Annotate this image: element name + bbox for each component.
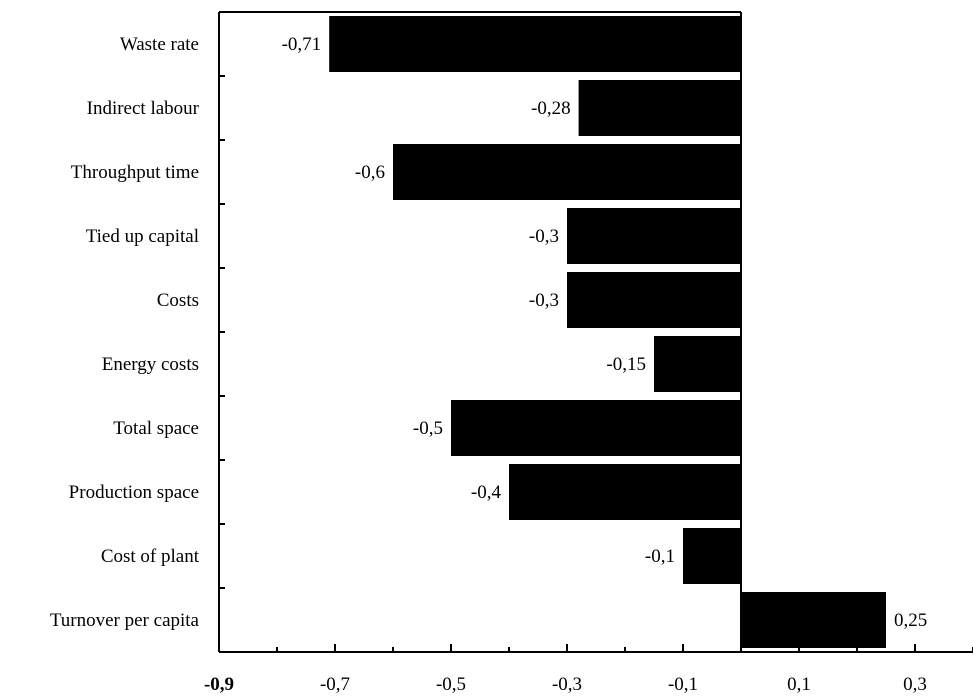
data-label: -0,4	[471, 482, 502, 503]
data-label: 0,25	[894, 610, 927, 631]
category-label: Costs	[157, 290, 199, 311]
data-label: -0,5	[413, 418, 443, 439]
x-tick-label: -0,5	[436, 674, 466, 695]
category-label: Throughput time	[71, 162, 199, 183]
data-label: -0,3	[529, 226, 559, 247]
bar-production-space	[509, 464, 741, 520]
data-label: -0,15	[606, 354, 646, 375]
bar-waste-rate	[329, 16, 741, 72]
category-label: Waste rate	[120, 34, 199, 55]
bar-indirect-labour	[578, 80, 741, 136]
category-label: Energy costs	[102, 354, 199, 375]
x-tick-label: -0,7	[320, 674, 350, 695]
bar-cost-of-plant	[683, 528, 741, 584]
bar-tied-up-capital	[567, 208, 741, 264]
category-label: Production space	[69, 482, 199, 503]
x-tick-label: -0,1	[668, 674, 698, 695]
x-tick-label: 0,3	[903, 674, 927, 695]
category-label: Indirect labour	[87, 98, 200, 119]
bar-costs	[567, 272, 741, 328]
category-label: Total space	[113, 418, 199, 439]
category-label: Cost of plant	[101, 546, 200, 567]
bar-throughput-time	[393, 144, 741, 200]
category-label: Turnover per capita	[50, 610, 200, 631]
x-tick-label: 0,1	[787, 674, 811, 695]
chart-bars	[329, 16, 886, 648]
bar-total-space	[451, 400, 741, 456]
data-label: -0,71	[282, 34, 322, 55]
category-label: Tied up capital	[86, 226, 199, 247]
data-label: -0,28	[531, 98, 571, 119]
data-label: -0,3	[529, 290, 559, 311]
chart-labels: -0,9 -0,7 -0,5 -0,3 -0,1 0,1 0,3 Waste rate -0,7…	[50, 34, 927, 695]
data-label: -0,6	[355, 162, 385, 183]
x-tick-label: -0,9	[204, 674, 234, 695]
data-label: -0,1	[645, 546, 675, 567]
bar-energy-costs	[654, 336, 741, 392]
bar-turnover-per-capita	[741, 592, 886, 648]
x-tick-label: -0,3	[552, 674, 582, 695]
